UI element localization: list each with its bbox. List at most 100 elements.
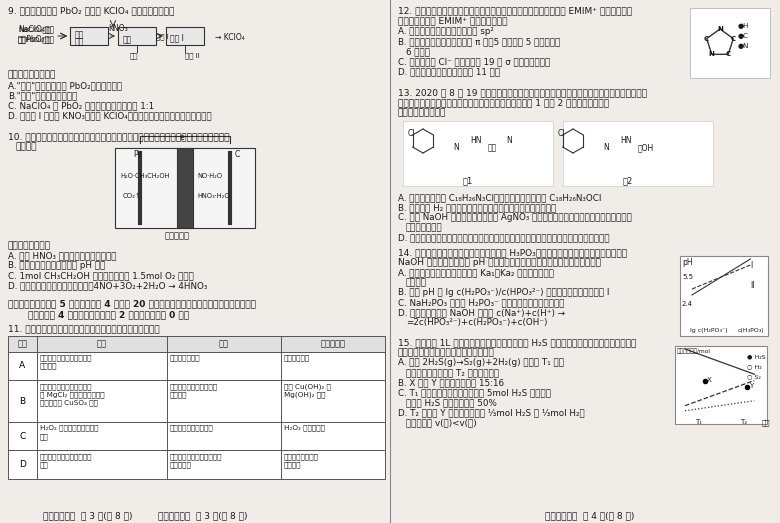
Text: 喹中含有氯原子: 喹中含有氯原子 xyxy=(406,223,443,232)
Text: ●C: ●C xyxy=(738,33,749,39)
Text: 过滤: 过滤 xyxy=(123,35,133,44)
Bar xyxy=(8,380,385,422)
Text: B. 电池工作时正极区溶液的 pH 增大: B. 电池工作时正极区溶液的 pH 增大 xyxy=(8,261,105,270)
H₂S xyxy=(739,367,748,373)
Text: Y: Y xyxy=(749,383,753,389)
Text: A."滤液"的主要成分是 PbO₂，可循环使用: A."滤液"的主要成分是 PbO₂，可循环使用 xyxy=(8,81,122,90)
H₂S xyxy=(729,363,738,370)
H₂S xyxy=(707,356,717,362)
H₂S xyxy=(743,369,752,375)
Bar xyxy=(8,336,385,351)
H₂S xyxy=(682,346,691,353)
Text: → KClO₄: → KClO₄ xyxy=(215,33,245,42)
Text: ● H₂S: ● H₂S xyxy=(747,354,766,359)
H₂S xyxy=(746,370,756,377)
Text: 实验: 实验 xyxy=(97,339,107,348)
Text: 合物的描述错误的是: 合物的描述错误的是 xyxy=(398,108,446,117)
H₂S xyxy=(696,351,705,358)
Text: ●H: ●H xyxy=(738,23,750,29)
Text: 滤液: 滤液 xyxy=(130,52,139,59)
Text: 未出现白色浑浊: 未出现白色浑浊 xyxy=(169,355,200,361)
Text: ●N: ●N xyxy=(738,43,750,49)
Text: Cl: Cl xyxy=(558,129,565,138)
H₂S xyxy=(686,348,695,354)
Text: 15. 在体积为 1L 的恒容密闭容器中充入一定量的 H₂S 气体，平衡时三种组分的物质的量与: 15. 在体积为 1L 的恒容密闭容器中充入一定量的 H₂S 气体，平衡时三种组… xyxy=(398,338,636,347)
Text: D: D xyxy=(19,460,26,469)
Text: 图1: 图1 xyxy=(463,176,473,185)
H₂S xyxy=(693,350,703,357)
Text: 平衡常数小于温度为 T₂ 时的平衡常数: 平衡常数小于温度为 T₂ 时的平衡常数 xyxy=(406,368,499,377)
Text: C. 1mol CH₃CH₂OH 被完全氧化时有 1.5mol O₂ 被还原: C. 1mol CH₃CH₂OH 被完全氧化时有 1.5mol O₂ 被还原 xyxy=(8,271,194,280)
Text: Cl: Cl xyxy=(408,129,416,138)
Text: 10. 研究发现，在酸性乙醇燃料电池中加入硝酸，可使电池持续大电流放电，其工作原理如: 10. 研究发现，在酸性乙醇燃料电池中加入硝酸，可使电池持续大电流放电，其工作原… xyxy=(8,132,229,141)
H₂S xyxy=(687,348,697,355)
Text: B. X 点和 Y 点的压强之比为 15:16: B. X 点和 Y 点的压强之比为 15:16 xyxy=(398,378,504,387)
Bar xyxy=(8,351,385,380)
H₂S xyxy=(750,371,759,377)
Text: 14. 常温下，向一定物质的量浓度的亚磷酸 H₃PO₃（二元弱酸）溶液中逐渐加入某浓度的: 14. 常温下，向一定物质的量浓度的亚磷酸 H₃PO₃（二元弱酸）溶液中逐渐加入… xyxy=(398,248,627,257)
H₂S xyxy=(739,368,749,374)
Bar xyxy=(403,121,553,186)
H₂S xyxy=(736,366,745,372)
Text: D. 正极附近的溶液中会发生反应：4NO+3O₂+2H₂O → 4HNO₃: D. 正极附近的溶液中会发生反应：4NO+3O₂+2H₂O → 4HNO₃ xyxy=(8,281,207,290)
H₂S xyxy=(727,363,736,369)
H₂S xyxy=(694,351,704,357)
Text: 11. 下列实验中，对应的实验现象及结论或解释均正确的是：: 11. 下列实验中，对应的实验现象及结论或解释均正确的是： xyxy=(8,324,160,333)
Text: C: C xyxy=(731,36,736,42)
Text: A. 加入 HNO₃ 降低了正极反应的活化能: A. 加入 HNO₃ 降低了正极反应的活化能 xyxy=(8,251,116,260)
Text: 高锰酸钾溶液颜色变浅: 高锰酸钾溶液颜色变浅 xyxy=(169,425,214,431)
H₂S xyxy=(741,368,750,374)
Text: 下列判断不正确的是: 下列判断不正确的是 xyxy=(8,70,56,79)
Text: 选项: 选项 xyxy=(17,339,27,348)
Text: D. 当滴入一定量的 NaOH 溶液时 c(Na⁺)+c(H⁺) →: D. 当滴入一定量的 NaOH 溶液时 c(Na⁺)+c(H⁺) → xyxy=(398,308,566,317)
Text: N: N xyxy=(717,26,723,32)
Text: 质子交换膜: 质子交换膜 xyxy=(165,231,190,240)
Bar xyxy=(115,148,255,228)
Text: 滤液 I: 滤液 I xyxy=(156,33,168,40)
Text: 平衡时 H₂S 的转化率小于 50%: 平衡时 H₂S 的转化率小于 50% xyxy=(406,398,497,407)
H₂S xyxy=(700,353,710,359)
Text: 5.5: 5.5 xyxy=(682,274,693,280)
Text: 高三化学试题  第 3 页(共 8 页): 高三化学试题 第 3 页(共 8 页) xyxy=(43,511,133,520)
Text: C. 加入 NaOH 溶液并加热，再加入 AgNO₃ 溶液后生成白色沉淀，可证明氯喹或羟基氯: C. 加入 NaOH 溶液并加热，再加入 AgNO₃ 溶液后生成白色沉淀，可证明… xyxy=(398,213,632,222)
Text: 二、选择题：本题共 5 小题，每小题 4 分，共 20 分。每小题有一个或两个选项符合题目要求，: 二、选择题：本题共 5 小题，每小题 4 分，共 20 分。每小题有一个或两个选… xyxy=(8,299,256,308)
Bar xyxy=(690,8,770,78)
Text: 碘在苯中的溶解度
比水中大: 碘在苯中的溶解度 比水中大 xyxy=(284,453,319,468)
Bar xyxy=(680,256,768,336)
H₂S xyxy=(706,355,715,361)
H₂S xyxy=(680,346,690,352)
H₂S xyxy=(718,360,728,366)
H₂S xyxy=(725,362,735,369)
H₂S xyxy=(704,355,714,361)
Text: 计算得出: 计算得出 xyxy=(406,278,427,287)
Text: X: X xyxy=(707,377,711,382)
H₂S xyxy=(708,356,718,362)
Text: B. 与足量的 H₂ 发生加成反应后，两分子中的手性碳原子数相等: B. 与足量的 H₂ 发生加成反应后，两分子中的手性碳原子数相等 xyxy=(398,203,556,212)
Text: NaOH 溶液，混合溶液的 pH 与离子浓度的关系如图所示，下列说法错误的是: NaOH 溶液，混合溶液的 pH 与离子浓度的关系如图所示，下列说法错误的是 xyxy=(398,258,601,267)
Text: 证明 Cu(OH)₂ 比
Mg(OH)₂ 难溶: 证明 Cu(OH)₂ 比 Mg(OH)₂ 难溶 xyxy=(284,383,331,398)
Text: NO·H₂O: NO·H₂O xyxy=(197,173,222,179)
Text: KNO₃: KNO₃ xyxy=(108,24,128,33)
Text: D. 该离子的核磁共振氢谱共有 11 个峰: D. 该离子的核磁共振氢谱共有 11 个峰 xyxy=(398,67,500,76)
Text: C: C xyxy=(20,431,26,440)
H₂S xyxy=(748,371,757,377)
Text: 向碘水中加入少量苯，振荡
静置: 向碘水中加入少量苯，振荡 静置 xyxy=(40,453,92,468)
Text: 图2: 图2 xyxy=(623,176,633,185)
Text: A. 反应 2H₂S(g)→S₂(g)+2H₂(g) 在温度 T₁ 时的: A. 反应 2H₂S(g)→S₂(g)+2H₂(g) 在温度 T₁ 时的 xyxy=(398,358,564,367)
Text: Pt: Pt xyxy=(133,150,140,159)
Text: 苯酚溶解度小: 苯酚溶解度小 xyxy=(284,355,310,361)
H₂S xyxy=(724,362,733,368)
H₂S xyxy=(711,357,721,363)
Text: 气体物质的量/mol: 气体物质的量/mol xyxy=(677,348,711,354)
Text: C. 该离子可与 Cl⁻ 结合形成有 19 个 σ 键的离子化合物: C. 该离子可与 Cl⁻ 结合形成有 19 个 σ 键的离子化合物 xyxy=(398,57,550,66)
H₂S xyxy=(692,350,701,356)
Text: 向氢氧化钠溶液中先加入少
量 MgCl₂ 溶液，充分反应后
再加入少量 CuSO₄ 溶液: 向氢氧化钠溶液中先加入少 量 MgCl₂ 溶液，充分反应后 再加入少量 CuSO… xyxy=(40,383,105,406)
Text: lg c(H₂PO₃⁻): lg c(H₂PO₃⁻) xyxy=(690,328,728,333)
Text: T₂: T₂ xyxy=(740,419,747,425)
H₂S xyxy=(732,365,742,371)
Text: 向苯酚溶液中滴加少量澄清
水，振荡: 向苯酚溶液中滴加少量澄清 水，振荡 xyxy=(40,355,92,369)
Bar xyxy=(563,121,713,186)
Text: 酸化: 酸化 xyxy=(75,30,84,39)
Text: 全部选对得 4 分，选对但不全的得 2 分，有选错的得 0 分。: 全部选对得 4 分，选对但不全的得 2 分，有选错的得 0 分。 xyxy=(28,310,189,319)
Text: 下列说法错误的是: 下列说法错误的是 xyxy=(8,241,51,250)
